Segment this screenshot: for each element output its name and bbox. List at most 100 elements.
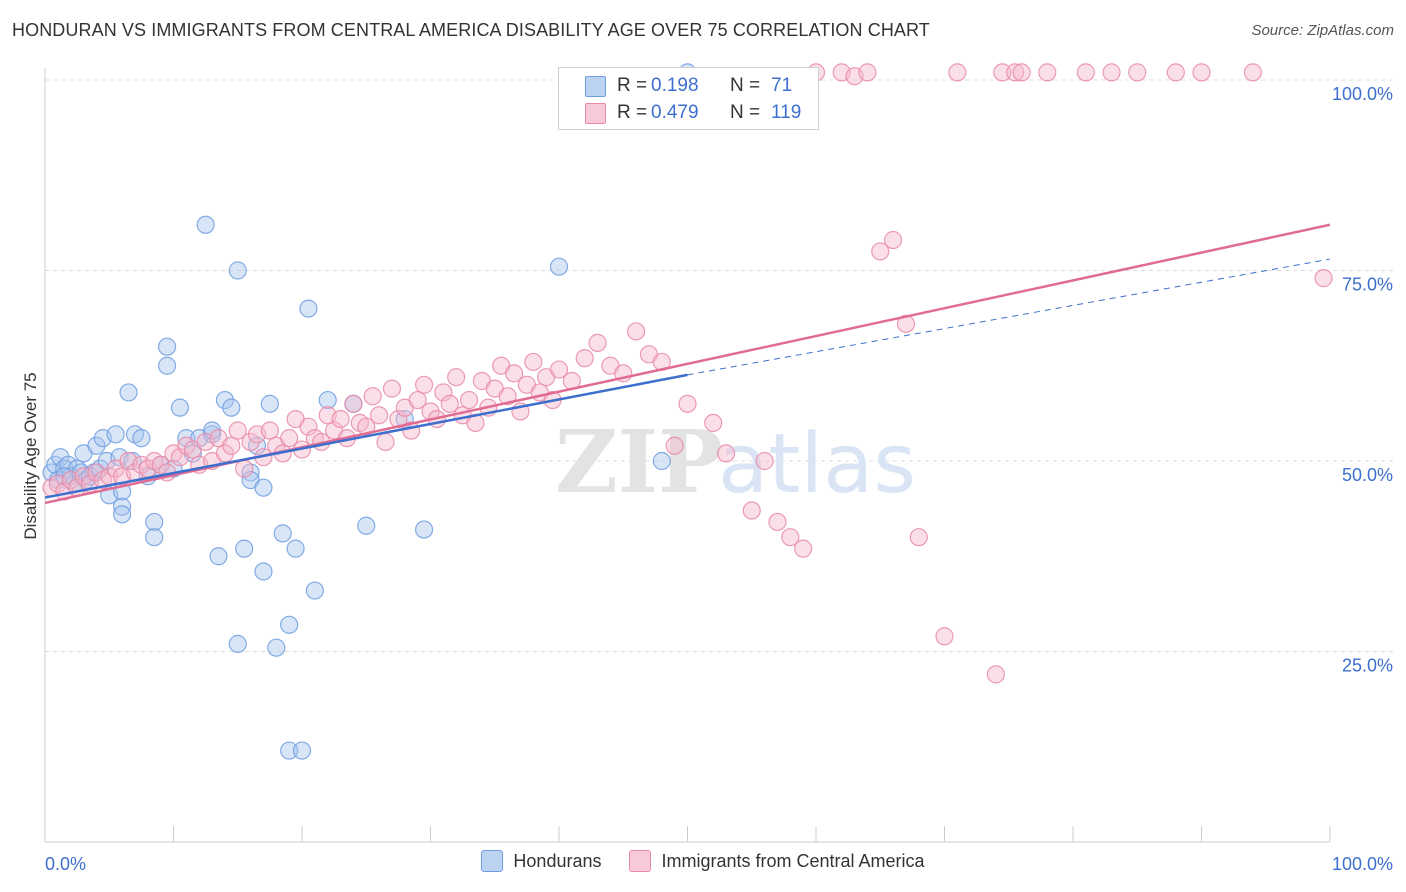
immigrant-point (228, 421, 247, 440)
immigrant-point (794, 539, 813, 558)
honduran-point (177, 429, 196, 448)
immigrant-point (993, 63, 1012, 82)
immigrant-point (440, 394, 459, 413)
immigrant-point (858, 63, 877, 82)
axes (44, 68, 1331, 843)
watermark-atlas: atlas (718, 417, 916, 512)
immigrant-point (241, 432, 260, 452)
immigrant-point (434, 383, 453, 402)
honduran-point (280, 741, 299, 760)
immigrant-point (742, 501, 761, 520)
honduran-point (112, 505, 132, 524)
immigrant-point (498, 387, 517, 406)
immigrant-point (235, 459, 254, 478)
immigrant-point (408, 390, 427, 410)
honduran-point (318, 390, 337, 410)
immigrant-point (260, 421, 279, 440)
honduran-point (260, 394, 279, 413)
legend-label: Hondurans (513, 850, 602, 871)
honduran-point (132, 429, 151, 448)
stats-r-label: R = (617, 75, 648, 96)
stats-swatch-pink (585, 103, 606, 124)
honduran-point (196, 215, 215, 234)
stats-n-value: 71 (771, 75, 793, 96)
chart-title: HONDURAN VS IMMIGRANTS FROM CENTRAL AMER… (12, 20, 930, 40)
immigrant-point (370, 406, 389, 425)
immigrant-point (948, 63, 967, 82)
immigrant-point (414, 375, 434, 394)
immigrant-point (588, 333, 607, 352)
honduran-point (51, 448, 70, 467)
honduran-point (549, 257, 569, 276)
immigrant-point (1012, 63, 1031, 82)
honduran-point (292, 741, 312, 760)
honduran-point (145, 528, 164, 547)
immigrant-point (986, 665, 1006, 684)
y-tick-label: 75.0% (1342, 275, 1393, 295)
honduran-point (228, 634, 247, 653)
immigrant-point (447, 368, 466, 387)
immigrant-point (678, 394, 697, 413)
trend-layer (44, 223, 1331, 505)
immigrant-point (280, 429, 299, 448)
honduran-point (254, 478, 273, 497)
honduran-point (305, 581, 324, 600)
stats-r-value: 0.479 (651, 102, 699, 123)
immigrant-point (549, 360, 569, 379)
stats-box: R = 0.198 N = 71 R = 0.479 N = 119 (558, 67, 819, 130)
honduran-point (222, 398, 241, 417)
stats-r-label: R = (617, 102, 648, 123)
immigrant-point (376, 432, 395, 452)
immigrant-point (363, 387, 382, 406)
honduran-point (228, 261, 247, 280)
honduran-point (357, 516, 376, 535)
immigrant-point (222, 436, 241, 455)
watermark: ZIP atlas (555, 412, 916, 513)
honduran-point (652, 451, 671, 471)
honduran-trend-line (44, 373, 688, 499)
legend: Hondurans Immigrants from Central Americ… (0, 850, 1406, 872)
immigrant-point (704, 413, 723, 432)
immigrant-point (768, 512, 787, 532)
x-tick-label-min: 0.0% (45, 854, 86, 874)
immigrant-point (299, 417, 318, 436)
stats-n-value: 119 (771, 102, 802, 123)
legend-label: Immigrants from Central America (661, 850, 925, 871)
points-layer (42, 63, 1333, 760)
immigrant-point (215, 444, 234, 463)
honduran-point (202, 421, 222, 440)
immigrant-point (665, 436, 684, 455)
immigrant-point (1006, 63, 1025, 82)
immigrant-point (1192, 63, 1211, 82)
gridlines (45, 79, 1395, 652)
legend-item-immigrants[interactable]: Immigrants from Central America (629, 850, 925, 872)
immigrant-point (935, 627, 954, 646)
immigrant-point (382, 379, 402, 398)
tick-labels: 25.0% 50.0% 75.0% 100.0% 0.0% 100.0% Disabilit… (21, 84, 1393, 874)
legend-swatch-blue (481, 850, 504, 872)
honduran-point (235, 539, 254, 558)
honduran-point (119, 383, 138, 402)
y-axis-title: Disability Age Over 75 (21, 372, 40, 539)
stats-n-label: N = (730, 102, 761, 123)
watermark-zip: ZIP (555, 412, 723, 513)
immigrant-point (1102, 63, 1121, 82)
y-tick-label: 25.0% (1342, 656, 1393, 676)
stats-r-value: 0.198 (651, 75, 699, 96)
honduran-point (273, 524, 292, 543)
immigrant-point (871, 242, 890, 261)
honduran-point (157, 337, 177, 356)
honduran-point (157, 356, 177, 375)
immigrant-point (755, 451, 774, 471)
legend-item-hondurans[interactable]: Hondurans (481, 850, 601, 872)
honduran-point (87, 436, 106, 455)
honduran-point (106, 425, 125, 444)
honduran-point (280, 615, 299, 634)
immigrant-point (626, 322, 646, 341)
immigrant-point (1128, 63, 1147, 82)
immigrant-point (781, 528, 800, 547)
immigrant-point (1076, 63, 1095, 82)
x-tick-label-max: 100.0% (1332, 854, 1393, 874)
stats-swatch-blue (585, 76, 606, 97)
